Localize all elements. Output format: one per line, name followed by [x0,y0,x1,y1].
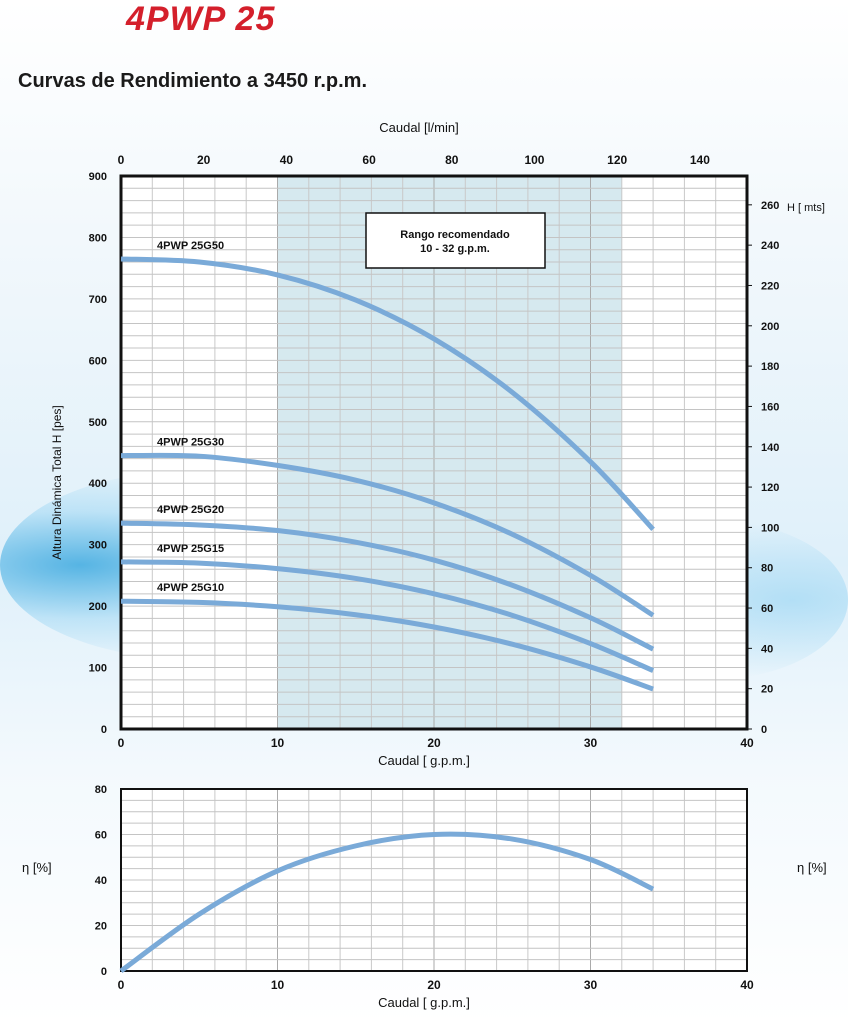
curve-eficiencia [119,831,655,974]
y-tick-label: 700 [89,294,107,306]
y2-tick-label: 0 [761,724,767,736]
x-tick-label: 40 [740,978,754,992]
chart-subtitle: Curvas de Rendimiento a 3450 r.p.m. [18,70,368,92]
curve-4pwp-25g50 [120,256,655,532]
series-label: 4PWP 25G30 [157,437,224,449]
y2-tick-label: 180 [761,361,779,373]
curve-4pwp-25g10 [120,598,654,692]
x2-tick-label: 60 [362,153,376,167]
y2-tick-label: 140 [761,442,779,454]
series-label: 4PWP 25G50 [157,240,224,252]
y2-tick-label: 160 [761,401,779,413]
y2-tick-label: 240 [761,240,779,252]
x2-axis-label: Caudal [l/min] [379,120,458,135]
y2-tick-label: 200 [761,321,779,333]
y-tick-label: 0 [101,966,107,978]
x-tick-label: 10 [271,978,285,992]
y-axis-label: Altura Dinámica Total H [pes] [50,405,64,560]
y2-tick-label: 120 [761,482,779,494]
x-tick-label: 0 [118,736,125,750]
x-tick-label: 10 [271,736,285,750]
y-tick-label: 40 [95,875,107,887]
y-tick-label: 800 [89,232,107,244]
x2-tick-label: 0 [118,153,125,167]
y-tick-label: 20 [95,921,107,933]
recommended-range-label: Rango recomendado [400,229,510,241]
x-tick-label: 40 [740,736,754,750]
series-label: 4PWP 25G20 [157,504,224,516]
y2-axis-label: H [ mts] [787,202,825,214]
y-axis-label: η [%] [22,860,52,875]
x-tick-label: 0 [118,978,125,992]
curve-4pwp-25g30 [120,452,655,618]
plot-frame [120,788,748,972]
x2-tick-label: 80 [445,153,459,167]
y2-tick-label: 220 [761,280,779,292]
recommended-range-value: 10 - 32 g.p.m. [420,243,490,255]
y-tick-label: 80 [95,784,107,796]
recommended-range-box [365,212,546,269]
y-tick-label: 200 [89,601,107,613]
x-tick-label: 30 [584,978,598,992]
y-tick-label: 100 [89,663,107,675]
x2-tick-label: 100 [524,153,544,167]
y-tick-label: 400 [89,478,107,490]
x2-tick-label: 120 [607,153,627,167]
series-label: 4PWP 25G15 [157,543,224,555]
y-tick-label: 600 [89,355,107,367]
x-tick-label: 30 [584,736,598,750]
y2-tick-label: 100 [761,522,779,534]
product-title: 4PWP 25 [126,0,276,38]
y-tick-label: 500 [89,417,107,429]
x-tick-label: 20 [427,736,441,750]
y2-tick-label: 20 [761,684,773,696]
curve-4pwp-25g20 [120,520,655,652]
x2-tick-label: 140 [690,153,710,167]
x-axis-label: Caudal [ g.p.m.] [378,995,470,1010]
curve-4pwp-25g15 [120,559,655,673]
x-axis-label: Caudal [ g.p.m.] [378,753,470,768]
y-tick-label: 900 [89,171,107,183]
y2-tick-label: 80 [761,563,773,575]
x2-tick-label: 20 [197,153,211,167]
x-tick-label: 20 [427,978,441,992]
plot-frame [119,174,749,731]
y2-tick-label: 260 [761,200,779,212]
x2-tick-label: 40 [280,153,294,167]
series-label: 4PWP 25G10 [157,582,224,594]
y2-tick-label: 40 [761,643,773,655]
y2-axis-label: η [%] [797,860,827,875]
y-tick-label: 0 [101,724,107,736]
y-tick-label: 60 [95,830,107,842]
y2-tick-label: 60 [761,603,773,615]
y-tick-label: 300 [89,540,107,552]
